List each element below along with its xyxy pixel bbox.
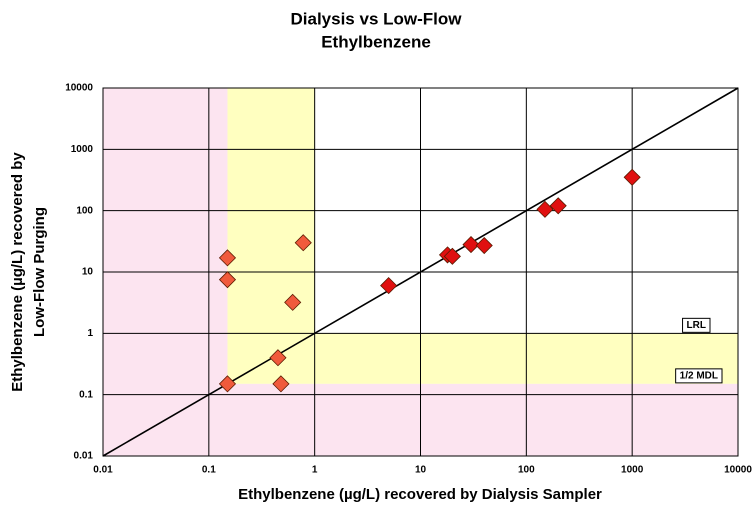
one-to-one-line	[102, 87, 739, 457]
x-tick-label: 100	[518, 465, 535, 476]
label-box	[675, 368, 723, 384]
point	[294, 234, 312, 252]
point	[380, 277, 398, 295]
y-axis-title: Low-Flow Purging	[31, 207, 48, 337]
y-tick-label: 10000	[65, 83, 93, 94]
point	[218, 375, 237, 393]
x-tick-label: 1	[312, 465, 318, 476]
region	[227, 88, 315, 384]
point	[623, 168, 641, 186]
point	[272, 375, 290, 393]
point	[536, 200, 554, 218]
y-tick-label: 100	[76, 205, 93, 216]
point	[284, 293, 302, 311]
x-tick-label: 10	[415, 465, 427, 476]
chart-title: Dialysis vs Low-Flow	[291, 9, 463, 28]
threshold-label: LRL	[687, 320, 706, 331]
point	[475, 236, 493, 255]
chart-title: Ethylbenzene	[321, 32, 431, 51]
x-tick-label: 0.01	[93, 465, 113, 476]
point	[218, 249, 237, 267]
label-box	[682, 317, 711, 333]
point	[462, 236, 480, 254]
point	[549, 197, 567, 215]
y-axis-title: Ethylbenzene (µg/L) recovered by	[9, 152, 26, 392]
x-tick-label: 1000	[621, 465, 644, 476]
x-axis-title: Ethylbenzene (µg/L) recovered by Dialysi…	[238, 486, 602, 503]
threshold-label: 1/2 MDL	[680, 371, 718, 382]
point	[443, 247, 461, 265]
point	[218, 271, 237, 289]
y-tick-label: 0.01	[74, 451, 94, 462]
region	[227, 383, 738, 456]
point	[269, 349, 287, 367]
y-tick-label: 1	[87, 328, 93, 339]
y-tick-label: 1000	[71, 144, 94, 155]
y-tick-label: 0.1	[79, 389, 93, 400]
plot-border	[102, 87, 739, 457]
y-tick-label: 10	[82, 267, 94, 278]
x-tick-label: 10000	[724, 465, 752, 476]
x-tick-label: 0.1	[202, 465, 216, 476]
